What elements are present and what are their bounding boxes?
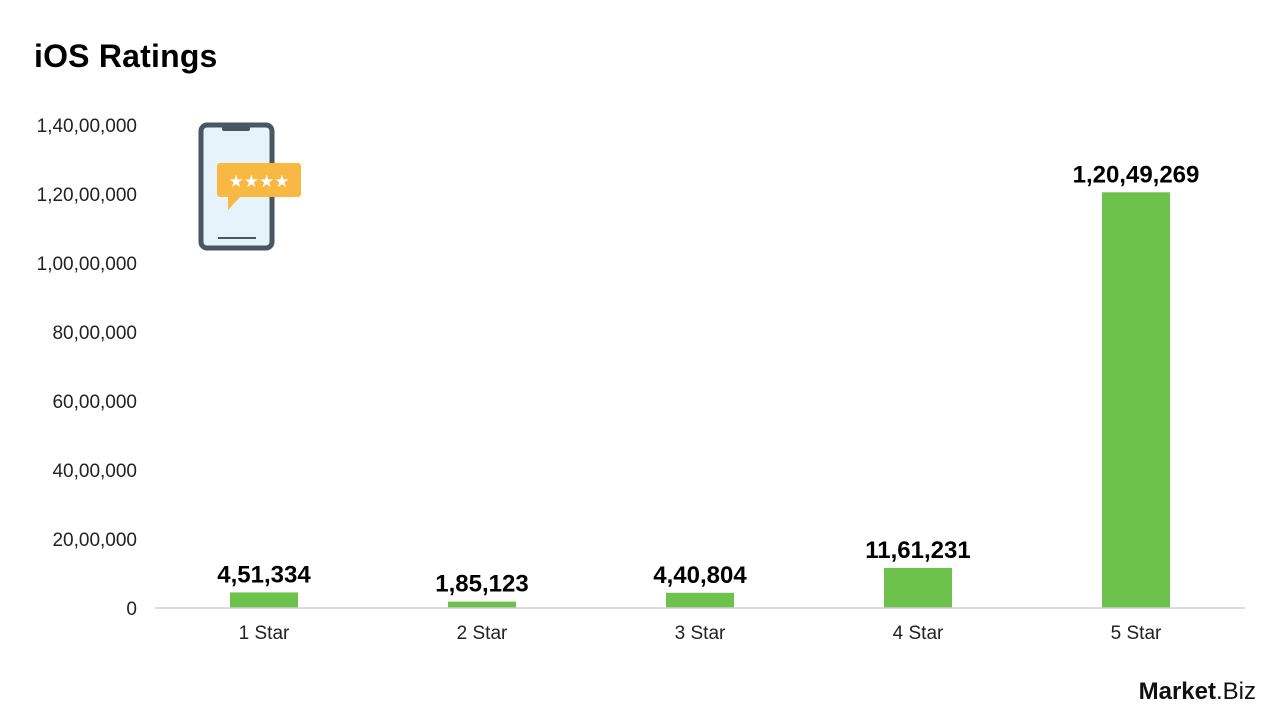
y-tick-label: 80,00,000 <box>52 323 137 344</box>
bar-1-star <box>230 592 298 608</box>
data-label: 11,61,231 <box>865 537 970 564</box>
y-axis: 0 20,00,000 40,00,000 60,00,000 80,00,000 1,0… <box>37 116 137 620</box>
y-tick-label: 20,00,000 <box>52 530 137 551</box>
y-tick-label: 1,20,00,000 <box>37 185 137 206</box>
bar-2-star <box>448 601 516 608</box>
phone-rating-icon: ★★★★ <box>198 122 301 251</box>
y-tick-label: 40,00,000 <box>52 461 137 482</box>
data-label: 4,51,334 <box>217 561 311 588</box>
y-tick-label: 60,00,000 <box>52 392 137 413</box>
x-tick-label: 4 Star <box>893 623 944 644</box>
brand-logo: Market.Biz <box>1139 678 1256 706</box>
brand-name: Market <box>1138 678 1216 705</box>
brand-suffix: .Biz <box>1215 678 1256 705</box>
bar-3-star <box>666 592 734 608</box>
x-axis: 1 Star 2 Star 3 Star 4 Star 5 Star <box>155 607 1245 644</box>
data-label: 1,85,123 <box>435 571 528 598</box>
x-tick-label: 5 Star <box>1111 623 1162 644</box>
y-tick-label: 1,00,00,000 <box>37 254 137 275</box>
x-tick-label: 2 Star <box>457 623 508 644</box>
chart-title: iOS Ratings <box>34 38 218 74</box>
x-tick-label: 3 Star <box>675 623 726 644</box>
svg-text:★★★★: ★★★★ <box>229 172 290 192</box>
y-tick-label: 0 <box>126 599 137 620</box>
bar-5-star <box>1102 192 1170 608</box>
bar-4-star <box>884 567 952 608</box>
x-tick-label: 1 Star <box>239 623 290 644</box>
bars: 4,51,334 1,85,123 4,40,804 11,61,231 1,20,49… <box>217 161 1199 608</box>
data-label: 4,40,804 <box>653 562 747 589</box>
data-label: 1,20,49,269 <box>1073 161 1200 188</box>
y-tick-label: 1,40,00,000 <box>37 116 137 137</box>
